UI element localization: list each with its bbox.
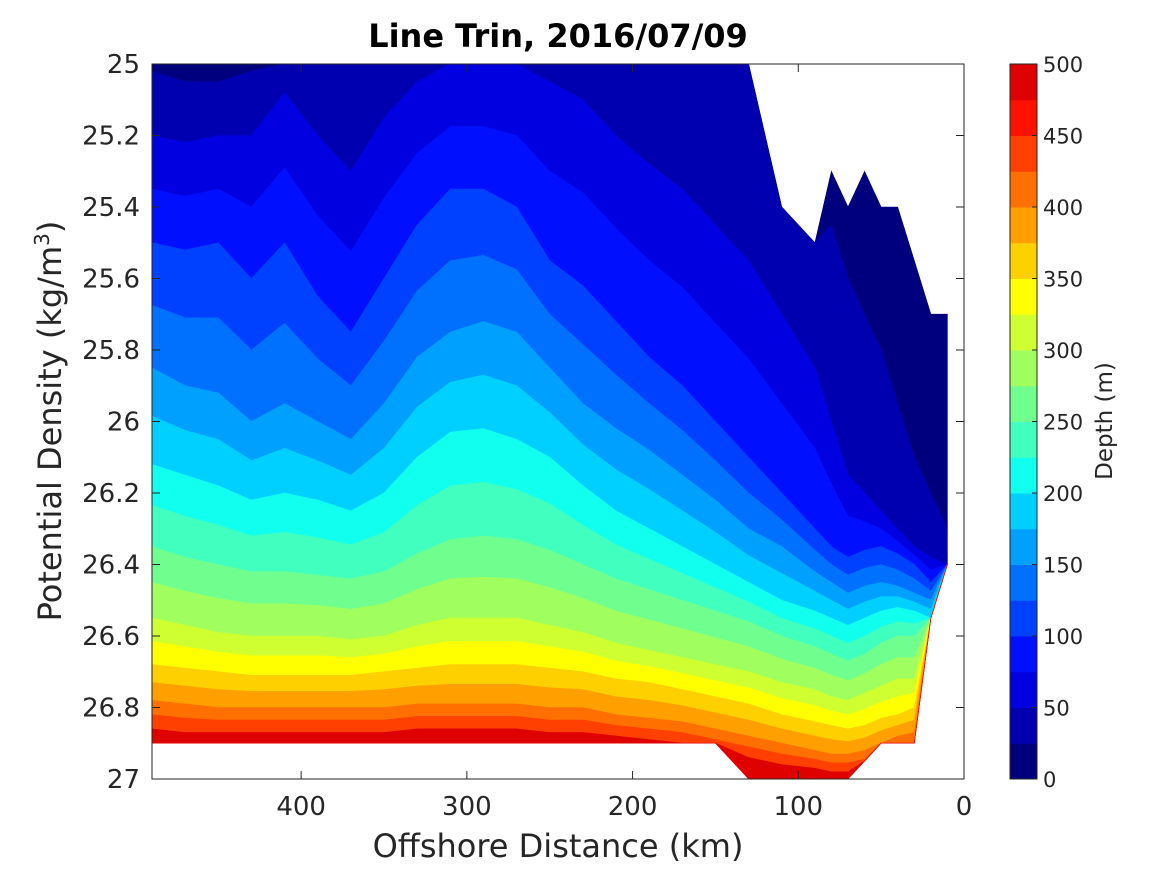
colorbar-tick-label: 350 xyxy=(1043,268,1083,292)
y-tick-label: 26 xyxy=(107,408,140,438)
colorbar-segment xyxy=(1010,99,1037,136)
colorbar-segment xyxy=(1010,385,1037,422)
colorbar-segment xyxy=(1010,457,1037,494)
contour-band-475-500 xyxy=(152,564,948,779)
colorbar xyxy=(1010,64,1037,780)
colorbar-tick-label: 500 xyxy=(1043,53,1083,77)
colorbar-segment xyxy=(1010,707,1037,744)
colorbar-ticks: 0 50 100 150 200 250 300 350 400 450 500 xyxy=(1032,53,1083,792)
colorbar-tick-label: 0 xyxy=(1043,768,1056,792)
colorbar-tick-label: 200 xyxy=(1043,482,1083,506)
colorbar-segment xyxy=(1010,242,1037,279)
colorbar-tick-label: 150 xyxy=(1043,554,1083,578)
colorbar-segment xyxy=(1010,671,1037,708)
y-tick-label: 25.6 xyxy=(82,265,140,295)
chart-title: Line Trin, 2016/07/09 xyxy=(368,17,748,55)
y-axis-label-close: ) xyxy=(31,221,69,233)
colorbar-segment xyxy=(1010,207,1037,244)
colorbar-segment xyxy=(1010,135,1037,172)
y-tick-label: 26.2 xyxy=(82,479,140,509)
y-tick-label: 27 xyxy=(107,765,140,795)
x-axis-label: Offshore Distance (km) xyxy=(373,827,744,865)
y-axis-label: Potential Density (kg/m3) xyxy=(30,221,69,622)
colorbar-segment xyxy=(1010,171,1037,208)
x-tick-label: 100 xyxy=(773,792,823,822)
y-tick-label: 26.4 xyxy=(82,551,140,581)
colorbar-tick-label: 400 xyxy=(1043,196,1083,220)
y-axis: 25 25.2 25.4 25.6 25.8 26 26.2 26.4 26.6 26.8 27 xyxy=(82,50,964,795)
colorbar-segment xyxy=(1010,278,1037,315)
y-tick-label: 25 xyxy=(107,50,140,80)
colorbar-segment xyxy=(1010,743,1037,780)
y-tick-label: 26.8 xyxy=(82,694,140,724)
colorbar-tick-label: 250 xyxy=(1043,411,1083,435)
colorbar-tick-label: 450 xyxy=(1043,125,1083,149)
colorbar-segment xyxy=(1010,493,1037,530)
colorbar-tick-label: 50 xyxy=(1043,697,1070,721)
x-axis: 400 300 200 100 0 xyxy=(276,64,972,822)
y-axis-label-superscript: 3 xyxy=(30,233,54,246)
x-tick-label: 200 xyxy=(608,792,658,822)
x-tick-label: 400 xyxy=(276,792,326,822)
colorbar-label: Depth (m) xyxy=(1092,362,1118,480)
colorbar-segment xyxy=(1010,421,1037,458)
x-tick-label: 300 xyxy=(442,792,492,822)
colorbar-segment xyxy=(1010,564,1037,601)
colorbar-segment xyxy=(1010,64,1037,101)
colorbar-segment xyxy=(1010,350,1037,387)
y-tick-label: 26.6 xyxy=(82,622,140,652)
colorbar-segment xyxy=(1010,636,1037,673)
x-tick-label: 0 xyxy=(956,792,973,822)
y-tick-label: 25.8 xyxy=(82,336,140,366)
y-tick-label: 25.4 xyxy=(82,193,140,223)
colorbar-tick-label: 300 xyxy=(1043,339,1083,363)
y-axis-label-main: Potential Density (kg/m xyxy=(31,246,69,621)
colorbar-segment xyxy=(1010,314,1037,351)
contour-bands xyxy=(152,64,949,779)
colorbar-segment xyxy=(1010,600,1037,637)
y-tick-label: 25.2 xyxy=(82,122,140,152)
colorbar-segment xyxy=(1010,528,1037,565)
colorbar-tick-label: 100 xyxy=(1043,625,1083,649)
